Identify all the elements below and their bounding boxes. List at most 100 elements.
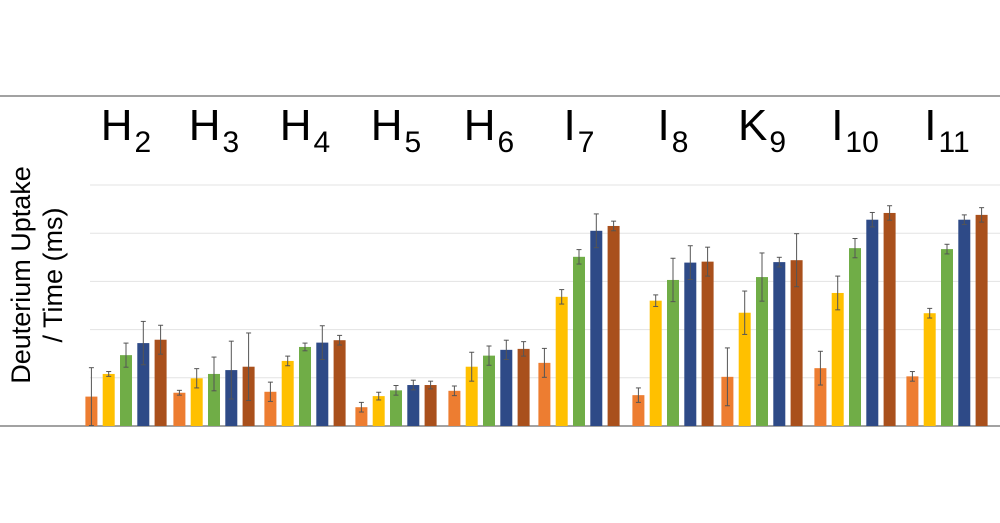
bar-2-1 [173,392,186,426]
error-bar-1-5 [158,324,164,355]
bar-6-2 [555,296,568,426]
error-bar-2-5 [246,332,252,401]
error-bar-3-3 [302,342,308,352]
bar-4-4 [407,385,420,426]
error-bar-3-1 [267,381,273,402]
category-label-subscript: 3 [223,126,240,159]
bar-5-5 [517,348,530,426]
category-label-letter: I [831,101,843,150]
bar-4-1 [355,407,368,426]
error-bar-6-2 [559,289,565,305]
bar-2-3 [208,373,220,426]
category-label-8: K9 [738,101,786,159]
category-label-letter: I [658,101,670,150]
error-bar-9-4 [869,211,875,228]
error-bar-5-5 [521,341,527,357]
bar-3-1 [264,391,277,426]
error-bar-8-1 [724,347,730,407]
error-bar-7-2 [653,294,659,307]
error-bar-3-5 [337,334,343,346]
error-bar-7-4 [687,245,693,280]
category-label-letter: H [189,101,221,150]
error-bar-8-3 [759,252,765,302]
error-bar-9-2 [835,275,841,311]
category-label-5: H6 [464,101,514,159]
category-label-letter: H [280,101,312,150]
error-bar-2-3 [211,356,217,392]
bar-9-3 [849,248,861,426]
bar-7-2 [649,300,662,426]
bar-7-3 [667,279,679,426]
bar-1-5 [154,339,167,426]
error-bar-10-2 [927,307,933,319]
bars [85,212,988,426]
category-label-9: I10 [831,101,879,159]
error-bar-7-3 [670,257,676,303]
error-bar-4-2 [376,391,382,401]
category-label-letter: H [101,101,133,150]
bar-6-4 [590,230,603,426]
category-label-letter: K [738,101,767,150]
error-bar-7-1 [635,387,641,403]
bar-7-5 [701,261,714,426]
error-bar-8-2 [742,290,748,335]
bar-9-1 [814,368,827,426]
bar-3-2 [281,360,294,426]
bar-5-2 [465,366,478,426]
error-bar-5-2 [469,351,475,382]
error-bar-10-4 [961,214,967,226]
bar-8-2 [738,312,751,426]
bar-3-4 [316,342,329,426]
category-label-subscript: 8 [672,126,689,159]
error-bar-4-4 [410,379,416,391]
error-bar-8-5 [794,233,800,288]
error-bar-1-3 [123,342,129,368]
error-bar-7-5 [705,246,711,277]
error-bar-6-3 [576,249,582,265]
category-label-1: H2 [101,101,151,159]
error-bar-10-1 [909,371,915,382]
error-bar-3-4 [319,325,325,360]
category-label-subscript: 11 [939,126,970,159]
category-label-3: H4 [280,101,330,159]
bar-10-4 [958,219,971,426]
category-label-7: I8 [658,101,689,159]
error-bar-6-1 [541,347,547,378]
error-bar-2-2 [194,368,200,389]
error-bar-5-3 [486,345,492,366]
error-bar-10-3 [944,243,950,255]
category-label-6: I7 [564,101,595,159]
category-label-subscript: 2 [135,126,152,159]
bar-8-4 [773,262,786,426]
bar-9-4 [866,219,879,426]
error-bars [88,205,985,427]
bar-5-4 [500,349,513,426]
category-label-subscript: 7 [578,126,595,159]
error-bar-9-1 [817,350,823,386]
error-bar-8-4 [776,256,782,268]
error-bar-3-2 [285,355,291,367]
y-axis-label-line-2: / Time (ms) [38,208,68,343]
category-label-4: H5 [371,101,421,159]
error-bar-9-5 [887,205,893,221]
error-bar-1-1 [88,367,94,427]
bar-5-3 [483,355,495,426]
bar-2-2 [190,378,203,426]
bar-3-3 [299,346,311,426]
error-bar-5-1 [451,385,457,397]
error-bar-1-2 [106,371,112,377]
bar-10-1 [906,376,919,426]
bar-1-2 [102,373,115,426]
bar-1-3 [120,355,132,426]
error-bar-6-4 [593,213,599,249]
y-axis-label-line-1: Deuterium Uptake [6,166,36,384]
category-label-letter: I [564,101,576,150]
error-bar-4-1 [358,401,364,413]
error-bar-9-3 [852,238,858,259]
bar-9-5 [883,212,896,426]
bar-6-3 [573,256,585,426]
bar-3-5 [333,340,346,426]
bar-10-5 [975,214,988,426]
bar-1-4 [137,343,150,426]
